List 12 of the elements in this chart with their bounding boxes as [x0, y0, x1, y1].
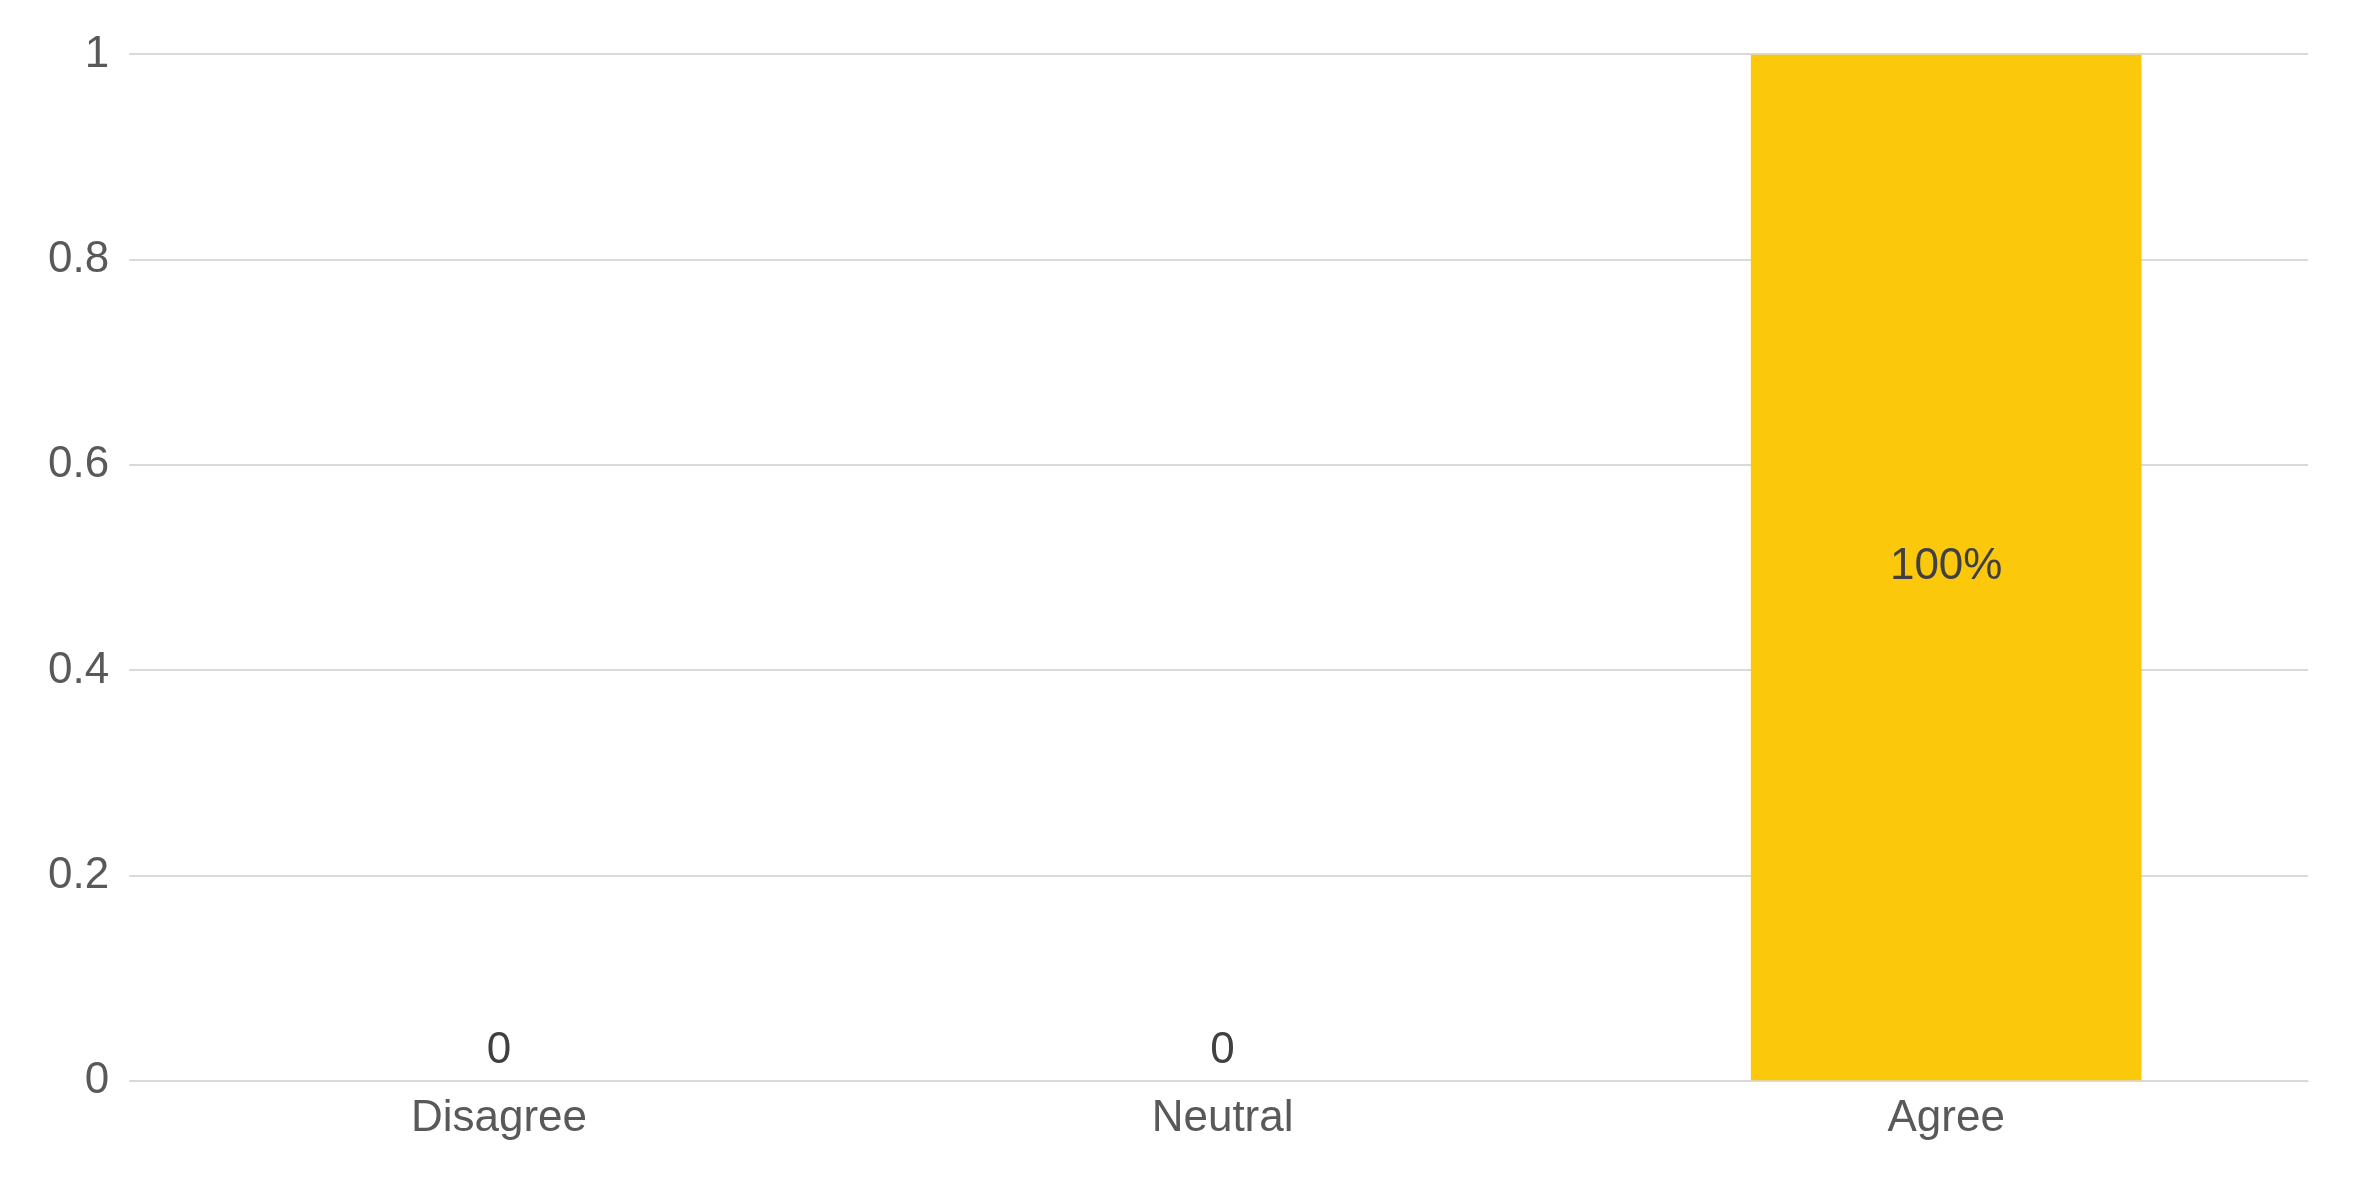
data-label: 0 — [486, 1023, 512, 1073]
y-tick-label: 0.8 — [47, 231, 110, 281]
y-tick-label: 0.2 — [47, 847, 110, 897]
x-tick-label: Neutral — [1151, 1090, 1294, 1140]
y-tick-label: 1 — [84, 26, 110, 76]
y-tick-label: 0.4 — [47, 642, 110, 692]
data-label: 0 — [1210, 1023, 1235, 1073]
x-tick-label: Agree — [1887, 1090, 2005, 1140]
x-tick-label: Disagree — [410, 1090, 588, 1140]
y-tick-label: 0 — [84, 1053, 110, 1103]
y-tick-label: 0.6 — [47, 437, 110, 487]
data-label: 100% — [1889, 539, 2003, 589]
